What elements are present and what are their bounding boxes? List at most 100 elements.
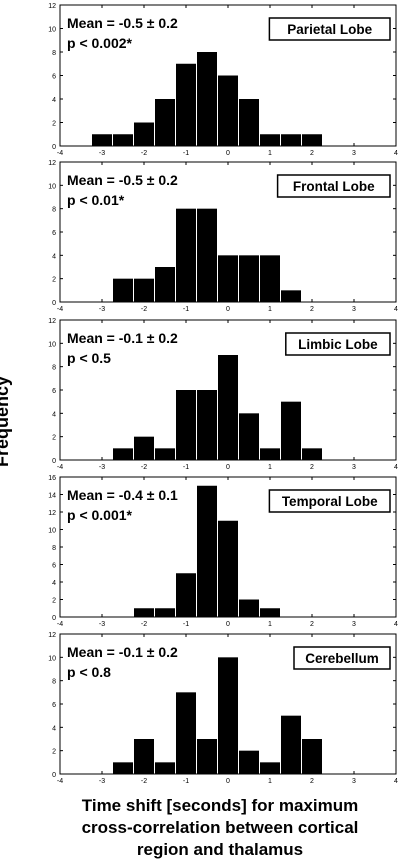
- title-box: [276, 174, 391, 198]
- y-tick-label: 6: [52, 74, 56, 81]
- bar: [134, 278, 154, 302]
- mean-annotation: Mean = -0.5 ± 0.2: [67, 172, 178, 188]
- p-value-annotation: p < 0.5: [67, 350, 111, 366]
- x-axis-label: Time shift [seconds] for maximum cross-c…: [40, 795, 400, 861]
- title-box: [268, 17, 391, 41]
- x-tick-label: -1: [183, 306, 189, 313]
- bar: [302, 134, 322, 146]
- bar: [281, 290, 301, 302]
- bar: [239, 413, 259, 460]
- x-tick-label: 4: [394, 150, 398, 157]
- p-value-annotation: p < 0.001*: [67, 507, 133, 523]
- x-tick-label: 0: [226, 464, 230, 471]
- bar: [134, 436, 154, 460]
- bar: [155, 762, 175, 774]
- bar: [113, 278, 133, 302]
- x-tick-label: 0: [226, 621, 230, 628]
- bar: [302, 448, 322, 460]
- bar: [113, 134, 133, 146]
- y-tick-label: 16: [48, 475, 56, 482]
- x-tick-label: -4: [57, 621, 63, 628]
- bar: [260, 762, 280, 774]
- bar: [197, 390, 217, 460]
- y-tick-label: 2: [52, 121, 56, 128]
- x-tick-label: 4: [394, 306, 398, 313]
- panel-title: Cerebellum: [305, 651, 379, 666]
- x-tick-label: 1: [268, 306, 272, 313]
- y-tick-label: 12: [48, 3, 56, 10]
- bar: [176, 390, 196, 460]
- x-tick-label: 1: [268, 621, 272, 628]
- bar: [260, 134, 280, 146]
- panel-title: Frontal Lobe: [293, 179, 375, 194]
- bar: [218, 255, 238, 302]
- x-tick-label: -2: [141, 621, 147, 628]
- y-tick-label: 4: [52, 725, 56, 732]
- bar: [155, 448, 175, 460]
- bar: [218, 520, 238, 617]
- bar: [113, 448, 133, 460]
- mean-annotation: Mean = -0.1 ± 0.2: [67, 644, 178, 660]
- y-tick-label: 2: [52, 598, 56, 605]
- y-tick-label: 0: [52, 772, 56, 779]
- x-axis-label-line-2: cross-correlation between cortical: [81, 818, 359, 837]
- y-tick-label: 2: [52, 435, 56, 442]
- y-tick-label: 12: [48, 510, 56, 517]
- y-tick-label: 8: [52, 207, 56, 214]
- x-tick-label: 2: [310, 150, 314, 157]
- bar: [281, 715, 301, 774]
- x-tick-label: 1: [268, 150, 272, 157]
- y-tick-label: 6: [52, 388, 56, 395]
- p-value-annotation: p < 0.002*: [67, 35, 133, 51]
- bar: [239, 99, 259, 146]
- x-tick-label: 1: [268, 778, 272, 785]
- y-tick-label: 0: [52, 144, 56, 151]
- bar: [176, 208, 196, 302]
- x-tick-label: 3: [352, 621, 356, 628]
- y-tick-label: 10: [48, 528, 56, 535]
- x-axis-label-line-3: region and thalamus: [136, 840, 304, 859]
- y-tick-label: 12: [48, 160, 56, 167]
- bar: [260, 255, 280, 302]
- y-tick-label: 2: [52, 277, 56, 284]
- x-tick-label: -3: [99, 306, 105, 313]
- y-tick-label: 8: [52, 365, 56, 372]
- x-tick-label: 4: [394, 621, 398, 628]
- y-tick-label: 12: [48, 632, 56, 639]
- x-tick-label: 4: [394, 464, 398, 471]
- y-tick-label: 6: [52, 702, 56, 709]
- bar: [197, 739, 217, 774]
- x-tick-label: -1: [183, 778, 189, 785]
- bar: [197, 485, 217, 617]
- y-tick-label: 10: [48, 183, 56, 190]
- y-tick-label: 0: [52, 458, 56, 465]
- x-tick-label: 2: [310, 778, 314, 785]
- x-tick-label: -2: [141, 306, 147, 313]
- x-tick-label: -1: [183, 621, 189, 628]
- x-tick-label: -1: [183, 464, 189, 471]
- title-box: [293, 646, 391, 670]
- y-tick-label: 2: [52, 749, 56, 756]
- y-tick-label: 10: [48, 655, 56, 662]
- bar: [260, 448, 280, 460]
- bar: [239, 750, 259, 774]
- x-tick-label: -3: [99, 778, 105, 785]
- x-tick-label: 3: [352, 150, 356, 157]
- p-value-annotation: p < 0.8: [67, 664, 111, 680]
- y-tick-label: 0: [52, 300, 56, 307]
- x-tick-label: -4: [57, 306, 63, 313]
- y-tick-label: 8: [52, 545, 56, 552]
- x-tick-label: -2: [141, 150, 147, 157]
- bar: [113, 762, 133, 774]
- y-tick-label: 12: [48, 318, 56, 325]
- y-tick-label: 8: [52, 50, 56, 57]
- y-axis-label: Frequency: [0, 375, 12, 467]
- x-axis-label-line-1: Time shift [seconds] for maximum: [81, 796, 359, 815]
- y-tick-label: 8: [52, 679, 56, 686]
- panel-title: Parietal Lobe: [287, 22, 372, 37]
